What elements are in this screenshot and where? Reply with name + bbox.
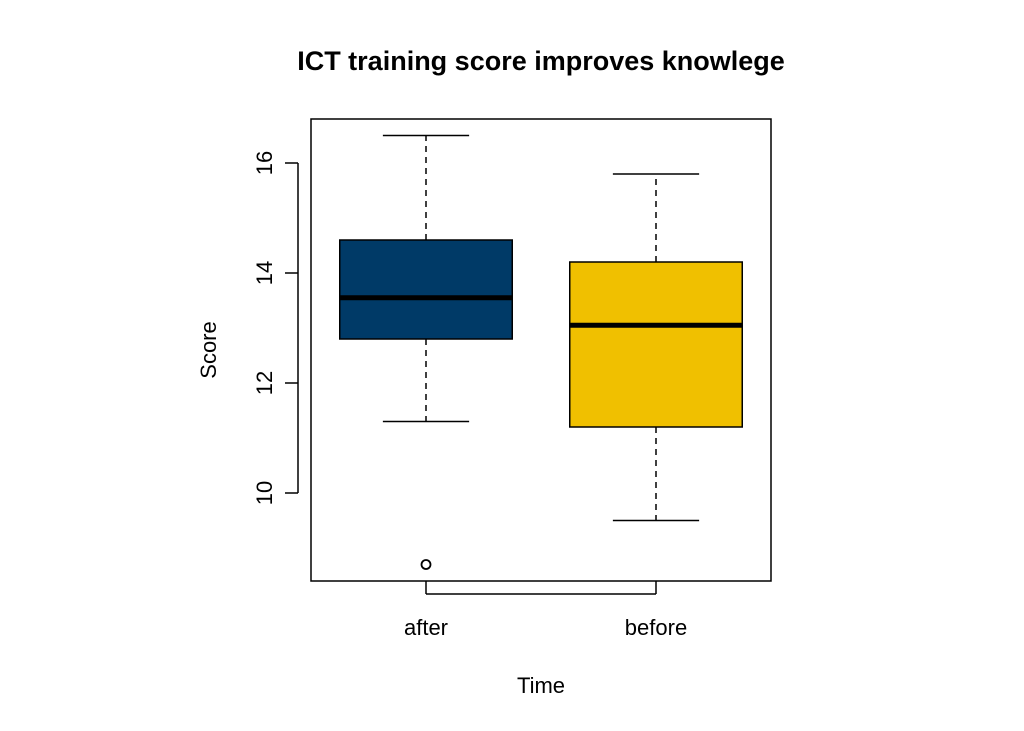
y-axis: 10 12 14 16 xyxy=(252,151,299,505)
y-tick-label-14: 14 xyxy=(252,261,277,285)
outlier-point-after-0 xyxy=(420,559,432,570)
x-axis-label: Time xyxy=(517,673,565,698)
plot-frame xyxy=(310,118,772,582)
x-tick-label-after: after xyxy=(404,615,448,640)
x-axis: after before xyxy=(404,581,687,640)
y-tick-label-12: 12 xyxy=(252,371,277,395)
x-tick-label-before: before xyxy=(625,615,687,640)
plot-marks xyxy=(339,134,743,570)
box-before xyxy=(569,261,743,428)
y-axis-label: Score xyxy=(196,321,221,378)
y-tick-label-16: 16 xyxy=(252,151,277,175)
box-after xyxy=(339,239,513,340)
chart-title: ICT training score improves knowlege xyxy=(297,46,785,76)
y-tick-label-10: 10 xyxy=(252,481,277,505)
